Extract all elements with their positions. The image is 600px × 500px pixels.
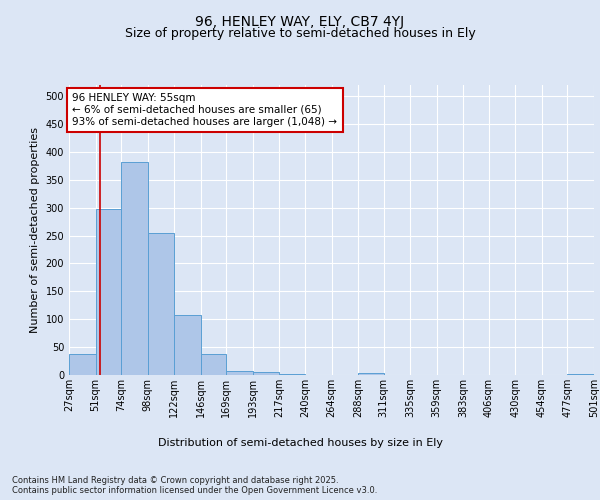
Bar — [253, 372, 280, 375]
Text: Size of property relative to semi-detached houses in Ely: Size of property relative to semi-detach… — [125, 28, 475, 40]
Bar — [174, 315, 201, 375]
Bar — [280, 374, 305, 375]
Text: Contains HM Land Registry data © Crown copyright and database right 2025.
Contai: Contains HM Land Registry data © Crown c… — [12, 476, 377, 495]
Text: 96, HENLEY WAY, ELY, CB7 4YJ: 96, HENLEY WAY, ELY, CB7 4YJ — [196, 15, 404, 29]
Bar — [121, 162, 148, 375]
Bar — [568, 374, 594, 375]
Y-axis label: Number of semi-detached properties: Number of semi-detached properties — [30, 127, 40, 333]
Bar — [95, 209, 121, 375]
Bar — [226, 370, 253, 375]
Bar — [201, 354, 226, 375]
Bar — [148, 233, 174, 375]
Text: Distribution of semi-detached houses by size in Ely: Distribution of semi-detached houses by … — [157, 438, 443, 448]
Text: 96 HENLEY WAY: 55sqm
← 6% of semi-detached houses are smaller (65)
93% of semi-d: 96 HENLEY WAY: 55sqm ← 6% of semi-detach… — [73, 94, 337, 126]
Bar — [69, 354, 95, 375]
Bar — [358, 374, 383, 375]
